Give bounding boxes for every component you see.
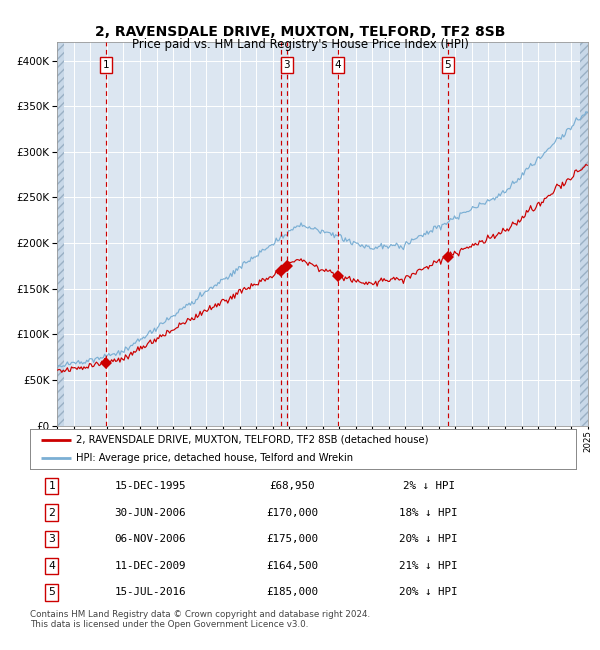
Text: HPI: Average price, detached house, Telford and Wrekin: HPI: Average price, detached house, Telf… [76,454,353,463]
Text: 15-JUL-2016: 15-JUL-2016 [115,588,186,597]
Text: £164,500: £164,500 [266,561,318,571]
Text: £170,000: £170,000 [266,508,318,517]
Text: 2, RAVENSDALE DRIVE, MUXTON, TELFORD, TF2 8SB (detached house): 2, RAVENSDALE DRIVE, MUXTON, TELFORD, TF… [76,435,429,445]
Text: 18% ↓ HPI: 18% ↓ HPI [400,508,458,517]
Text: 2% ↓ HPI: 2% ↓ HPI [403,481,455,491]
Text: Price paid vs. HM Land Registry's House Price Index (HPI): Price paid vs. HM Land Registry's House … [131,38,469,51]
Text: £175,000: £175,000 [266,534,318,544]
Text: 5: 5 [49,588,55,597]
Bar [57,42,64,426]
Text: 20% ↓ HPI: 20% ↓ HPI [400,588,458,597]
Text: Contains HM Land Registry data © Crown copyright and database right 2024.
This d: Contains HM Land Registry data © Crown c… [30,610,370,629]
Text: 15-DEC-1995: 15-DEC-1995 [115,481,186,491]
Text: 3: 3 [49,534,55,544]
Text: 30-JUN-2006: 30-JUN-2006 [115,508,186,517]
Text: 11-DEC-2009: 11-DEC-2009 [115,561,186,571]
Text: 1: 1 [103,60,109,70]
Text: 21% ↓ HPI: 21% ↓ HPI [400,561,458,571]
Text: 5: 5 [445,60,451,70]
Text: 2, RAVENSDALE DRIVE, MUXTON, TELFORD, TF2 8SB: 2, RAVENSDALE DRIVE, MUXTON, TELFORD, TF… [95,25,505,39]
Text: 2: 2 [49,508,55,517]
Text: 06-NOV-2006: 06-NOV-2006 [115,534,186,544]
Bar [580,42,588,426]
Text: 4: 4 [49,561,55,571]
Text: 1: 1 [49,481,55,491]
Text: £185,000: £185,000 [266,588,318,597]
Text: 20% ↓ HPI: 20% ↓ HPI [400,534,458,544]
Text: 3: 3 [283,60,290,70]
Text: 4: 4 [335,60,341,70]
Text: £68,950: £68,950 [269,481,315,491]
